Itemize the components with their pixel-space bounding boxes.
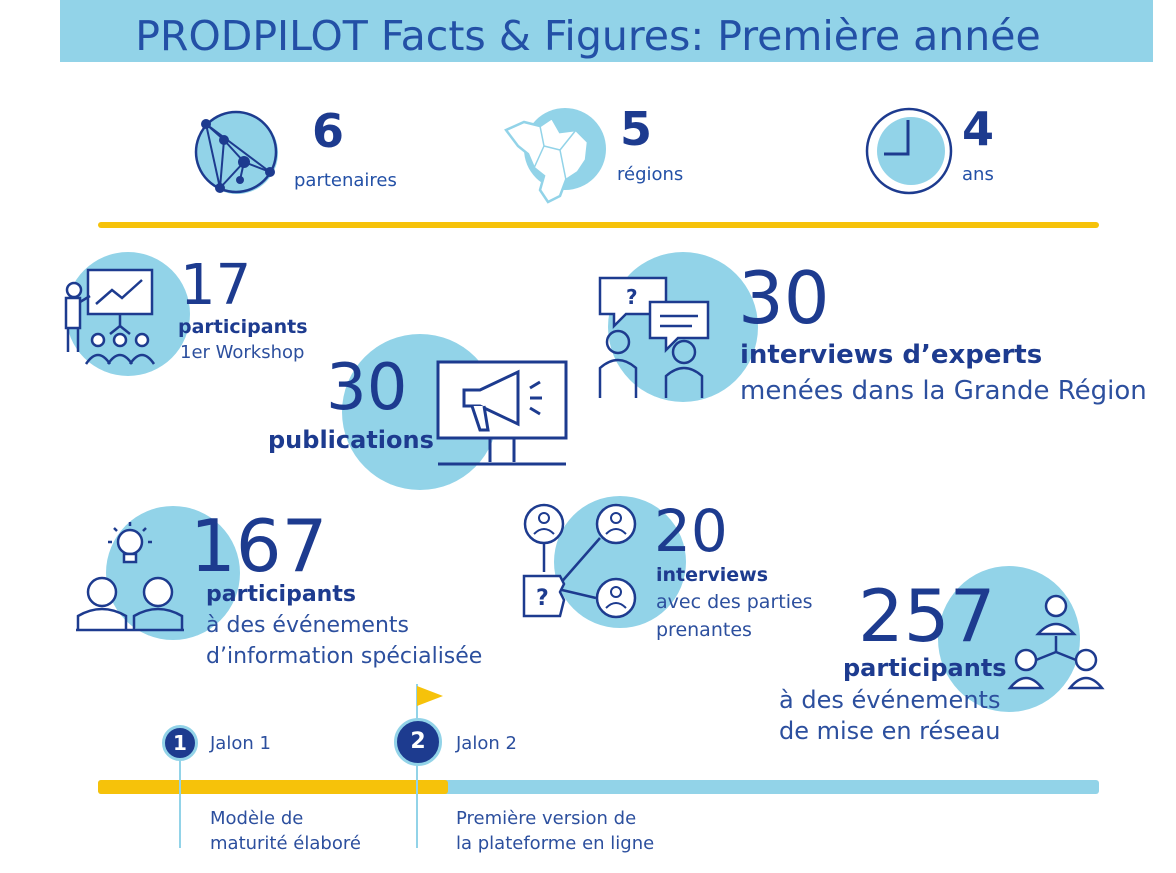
flag-icon [417,686,443,706]
stakeholders-value: 20 [654,497,728,565]
workshop-sub: 1er Workshop [180,342,305,363]
stat-ans-value: 4 [962,102,995,156]
networking-sub2: de mise en réseau [779,717,1001,745]
milestone-2-desc2: la plateforme en ligne [456,833,655,854]
milestone-1-marker: 1 [162,725,198,761]
stat-partenaires-label: partenaires [294,170,397,191]
timeline-progress-fill [98,780,448,794]
svg-text:?: ? [626,285,638,309]
title-banner [60,0,1153,62]
experts-value: 30 [738,256,830,340]
page-title: PRODPILOT Facts & Figures: Première anné… [135,12,1041,60]
workshop-value: 17 [180,253,252,318]
milestone-2-desc1: Première version de [456,808,637,829]
workshop-bold: participants [178,316,308,338]
megaphone-monitor-icon [436,360,568,466]
milestone-1-line [179,758,181,848]
info-events-sub1: à des événements [206,613,409,638]
network-people-icon [1007,594,1105,690]
stat-partenaires-value: 6 [312,104,345,158]
clock-icon [865,107,953,195]
network-globe-icon [194,110,278,194]
info-events-bold: participants [206,582,356,607]
idea-people-icon [76,522,184,632]
milestone-2-line [416,684,418,848]
milestone-1-label: Jalon 1 [210,733,271,754]
experts-sub: menées dans la Grande Région [740,376,1147,406]
stat-regions-label: régions [617,164,684,185]
networking-value: 257 [858,574,996,658]
milestone-2-marker: 2 [394,718,442,766]
region-map-icon [504,116,590,204]
networking-sub1: à des événements [779,686,1001,714]
divider-line [98,222,1099,228]
info-events-value: 167 [190,504,328,588]
experts-bold: interviews d’experts [740,340,1043,370]
publications-bold: publications [268,426,434,454]
stakeholders-sub1: avec des parties [656,591,813,613]
milestone-1-desc1: Modèle de [210,808,304,829]
info-events-sub2: d’information spécialisée [206,644,483,669]
presentation-icon [64,268,156,365]
stakeholder-network-icon: ? [522,503,637,619]
networking-bold: participants [843,654,1007,682]
milestone-1-desc2: maturité élaboré [210,833,361,854]
interview-chat-icon: ? [598,276,710,398]
publications-value: 30 [326,351,408,425]
milestone-2-label: Jalon 2 [456,733,517,754]
stat-regions-value: 5 [620,102,653,156]
stakeholders-sub2: prenantes [656,619,752,641]
stat-ans-label: ans [962,164,994,185]
svg-text:?: ? [536,586,549,611]
stakeholders-bold: interviews [656,564,769,586]
